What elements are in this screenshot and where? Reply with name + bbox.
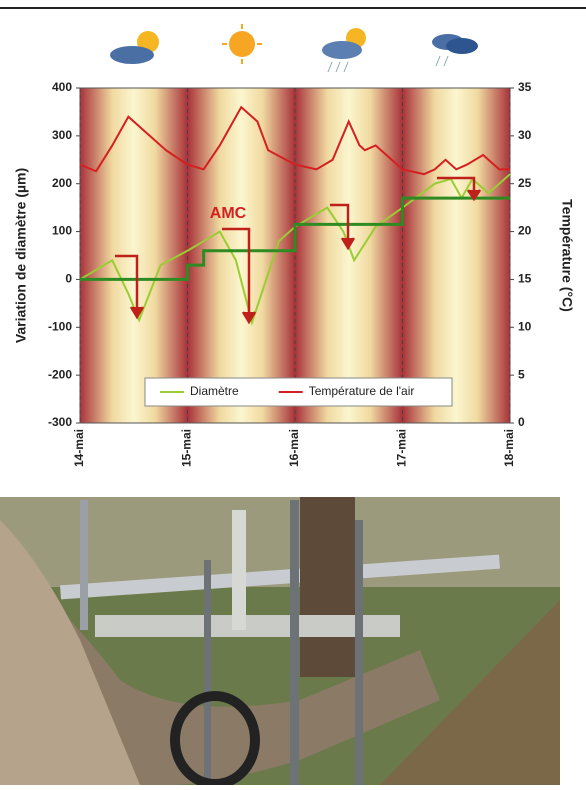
y-axis-label: Variation de diamètre (µm) (13, 168, 29, 343)
y2-tick-label: 15 (518, 272, 532, 286)
y-tick-label: -100 (48, 319, 72, 333)
chart: 14-mai 15-mai 16-mai 17-mai 18-mai -300 -200 -1… (0, 0, 586, 785)
legend-label: Diamètre (190, 384, 239, 398)
y-tick-label: 0 (65, 272, 72, 286)
x-tick-label: 16-mai (287, 429, 301, 467)
y2-tick-label: 0 (518, 415, 525, 429)
plot-area (76, 88, 514, 423)
y-tick-label: 200 (52, 176, 72, 190)
legend-label: Température de l'air (309, 384, 415, 398)
day-band (403, 88, 511, 423)
page: 14-mai 15-mai 16-mai 17-mai 18-mai -300 -200 -1… (0, 0, 586, 785)
y2-tick-label: 20 (518, 224, 532, 238)
y2-axis-label: Température (°C) (559, 199, 575, 312)
photo (0, 497, 560, 785)
y2-tick-label: 30 (518, 128, 532, 142)
y-tick-label: 100 (52, 224, 72, 238)
y-tick-label: -200 (48, 367, 72, 381)
weather-icons (110, 24, 478, 72)
x-tick-label: 18-mai (502, 429, 516, 467)
x-tick-label: 17-mai (395, 429, 409, 467)
y2-tick-label: 5 (518, 367, 525, 381)
y-tick-label: 300 (52, 128, 72, 142)
y-tick-label: 400 (52, 80, 72, 94)
y2-tick-label: 35 (518, 80, 532, 94)
y2-tick-label: 25 (518, 176, 532, 190)
annotation: AMC (210, 205, 247, 222)
y2-tick-label: 10 (518, 319, 532, 333)
y-tick-label: -300 (48, 415, 72, 429)
day-band (295, 88, 403, 423)
x-tick-label: 14-mai (72, 429, 86, 467)
x-tick-label: 15-mai (180, 429, 194, 467)
